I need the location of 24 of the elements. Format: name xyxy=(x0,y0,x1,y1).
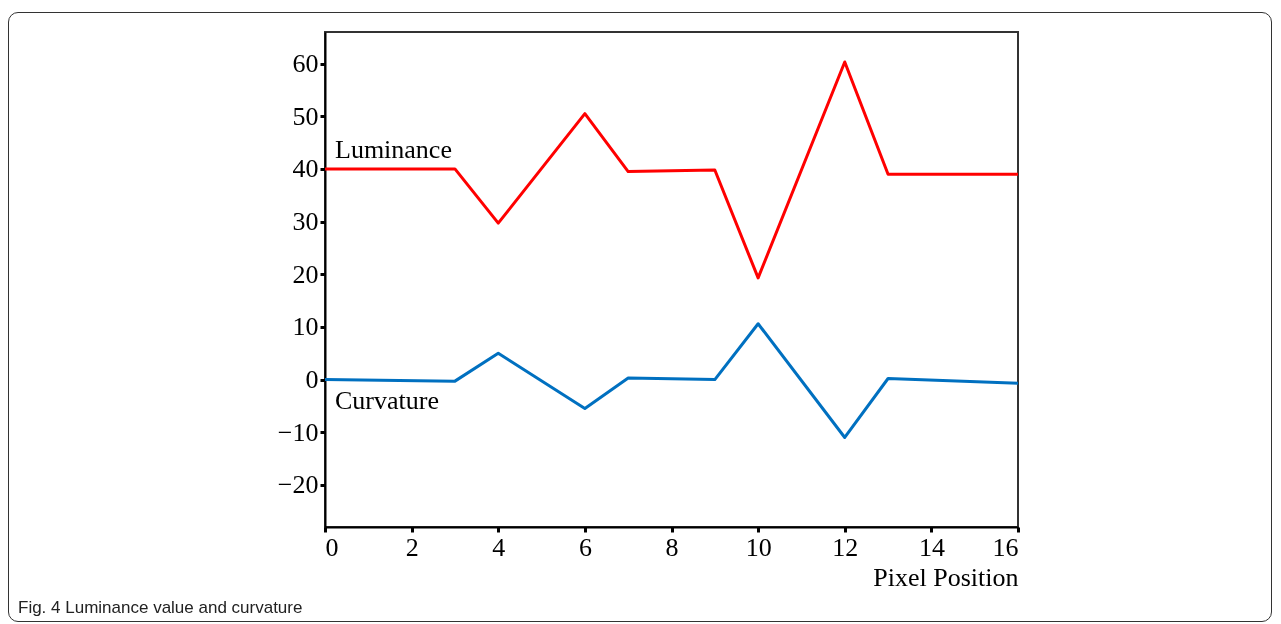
x-tick-label: 12 xyxy=(832,532,859,562)
line-series xyxy=(323,60,1020,280)
y-tick-label: 60 xyxy=(292,49,319,79)
x-tick-label: 8 xyxy=(665,532,679,562)
x-tick-label: 6 xyxy=(578,532,592,562)
x-tick-label: 0 xyxy=(325,532,339,562)
x-tick-label: 2 xyxy=(405,532,419,562)
series-label: Curvature xyxy=(335,385,439,415)
y-tick-label: 30 xyxy=(292,207,319,237)
x-tick-label: 10 xyxy=(745,532,772,562)
y-tick-label: 20 xyxy=(292,259,319,289)
y-tick-label: −20 xyxy=(277,470,319,500)
y-tick-label: 10 xyxy=(292,312,319,342)
y-tick-label: 40 xyxy=(292,154,319,184)
y-tick-label: −10 xyxy=(277,417,319,447)
caption: Fig. 4 Luminance value and curvature xyxy=(18,598,303,618)
x-tick-label: 4 xyxy=(492,532,506,562)
series-label: Luminance xyxy=(335,134,452,164)
y-tick-label: 0 xyxy=(305,365,319,395)
y-tick-label: 50 xyxy=(292,101,319,131)
x-tick-label: 14 xyxy=(918,532,945,562)
x-axis-title: Pixel Position xyxy=(873,562,1019,592)
x-tick-label: 16 xyxy=(992,532,1019,562)
line-series xyxy=(323,322,1020,439)
